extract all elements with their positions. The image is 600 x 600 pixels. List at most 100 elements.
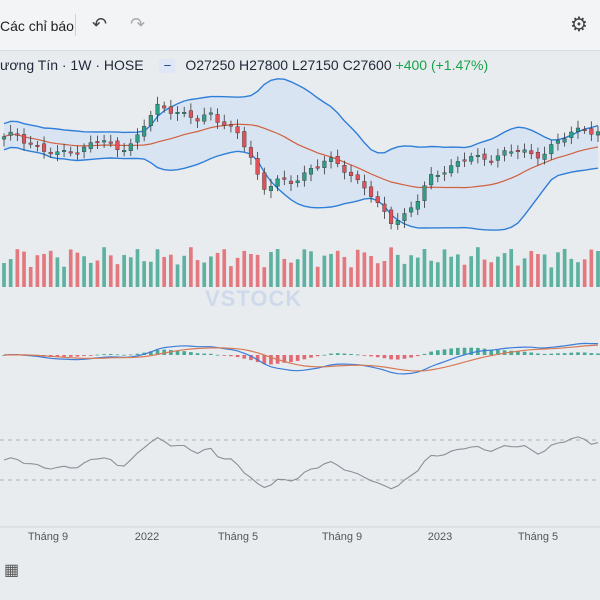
macd-histogram-bar <box>229 355 233 357</box>
candle-body <box>68 151 73 154</box>
volume-bar <box>362 252 367 287</box>
macd-histogram-bar <box>522 351 527 355</box>
candle-body <box>148 115 153 126</box>
macd-histogram-bar <box>202 353 207 355</box>
candle-body <box>569 131 574 138</box>
volume-bar <box>496 256 500 287</box>
macd-histogram-bar <box>349 353 353 355</box>
macd-histogram-bar <box>169 350 173 355</box>
macd-histogram-bar <box>75 355 80 357</box>
volume-bar <box>349 267 353 287</box>
candle-body <box>322 160 327 168</box>
candle-body <box>302 172 307 181</box>
volume-bar <box>355 249 360 287</box>
volume-bar <box>516 265 520 287</box>
macd-histogram-bar <box>489 349 494 355</box>
macd-histogram-bar <box>435 350 440 355</box>
volume-bar <box>209 256 213 287</box>
candle-body <box>475 155 480 157</box>
candle-body <box>315 166 320 169</box>
candle-body <box>55 151 60 155</box>
candle-body <box>349 171 354 176</box>
macd-signal-line <box>3 344 599 372</box>
macd-histogram-bar <box>102 354 106 355</box>
x-tick-label: Tháng 9 <box>28 531 68 543</box>
macd-histogram-bar <box>516 351 520 355</box>
redo-icon[interactable]: ↷ <box>130 14 146 34</box>
volume-bar <box>142 261 146 287</box>
macd-histogram-bar <box>442 349 447 355</box>
macd-line <box>3 342 598 375</box>
candle-body <box>529 150 534 155</box>
macd-histogram-bar <box>242 355 247 359</box>
volume-bar <box>42 253 46 287</box>
volume-bar <box>215 252 220 287</box>
candle-body <box>469 156 474 162</box>
ohlc-values: O27250 H27800 L27150 C27600 <box>185 57 392 73</box>
macd-histogram-bar <box>449 348 454 355</box>
candle-body <box>175 112 180 114</box>
volume-bar <box>309 251 313 287</box>
candle-body <box>549 144 554 155</box>
x-tick-label: Tháng 5 <box>518 531 558 543</box>
undo-icon[interactable]: ↶ <box>92 14 108 34</box>
macd-histogram-bar <box>289 355 293 363</box>
candle-body <box>48 151 53 155</box>
candle-body <box>88 142 93 149</box>
volume-bar <box>369 256 373 287</box>
macd-histogram-bar <box>482 348 487 355</box>
candle-body <box>362 181 367 189</box>
candle-body <box>389 209 394 224</box>
candle-body <box>95 141 100 144</box>
candle-body <box>595 131 600 136</box>
macd-histogram-bar <box>329 353 333 355</box>
candle-body <box>208 112 213 115</box>
volume-bar <box>75 252 80 287</box>
candle-body <box>422 185 427 201</box>
gear-icon[interactable]: ⚙ <box>570 14 588 36</box>
volume-bar <box>395 254 400 287</box>
volume-bar <box>569 258 574 287</box>
volume-bar <box>55 257 60 287</box>
volume-bar <box>269 251 273 287</box>
candle-body <box>115 140 120 150</box>
volume-bar <box>329 253 333 287</box>
calendar-icon[interactable]: ▦ <box>4 562 20 579</box>
volume-bar <box>489 262 494 287</box>
toolbar: Các chỉ báo ↶ ↷ ⚙ <box>0 0 600 51</box>
indicators-button[interactable]: Các chỉ báo <box>0 18 74 34</box>
macd-histogram-bar <box>209 353 213 355</box>
candle-body <box>1 136 7 140</box>
candle-body <box>542 153 547 160</box>
macd-histogram-bar <box>315 355 320 357</box>
volume-bar <box>175 264 180 287</box>
volume-bar <box>62 266 66 287</box>
x-tick-label: Tháng 5 <box>218 531 258 543</box>
candle-body <box>355 174 360 181</box>
rsi-line <box>3 436 599 490</box>
macd-histogram-bar <box>355 354 360 356</box>
macd-histogram-bar <box>322 354 327 356</box>
macd-histogram-bar <box>182 351 187 355</box>
symbol-legend: ương Tín · 1W · HOSE − O27250 H27800 L27… <box>0 57 488 74</box>
macd-histogram-bar <box>469 347 474 355</box>
collapse-icon[interactable]: − <box>159 59 176 74</box>
candle-body <box>489 160 494 163</box>
volume-bar <box>295 259 300 287</box>
candle-body <box>375 196 380 203</box>
candle-body <box>435 175 440 177</box>
volume-bar <box>302 249 307 287</box>
candle-body <box>582 129 587 132</box>
macd-histogram-bar <box>302 355 307 360</box>
macd-histogram-bar <box>556 353 560 355</box>
candle-body <box>75 152 80 155</box>
macd-histogram-bar <box>82 355 86 356</box>
volume-bar <box>435 262 440 287</box>
macd-histogram-bar <box>262 355 267 364</box>
volume-bar <box>529 250 534 287</box>
macd-histogram-bar <box>222 355 227 356</box>
symbol-title[interactable]: ương Tín · 1W · HOSE <box>0 57 144 73</box>
macd-histogram-bar <box>422 353 427 355</box>
volume-bar <box>456 254 460 287</box>
